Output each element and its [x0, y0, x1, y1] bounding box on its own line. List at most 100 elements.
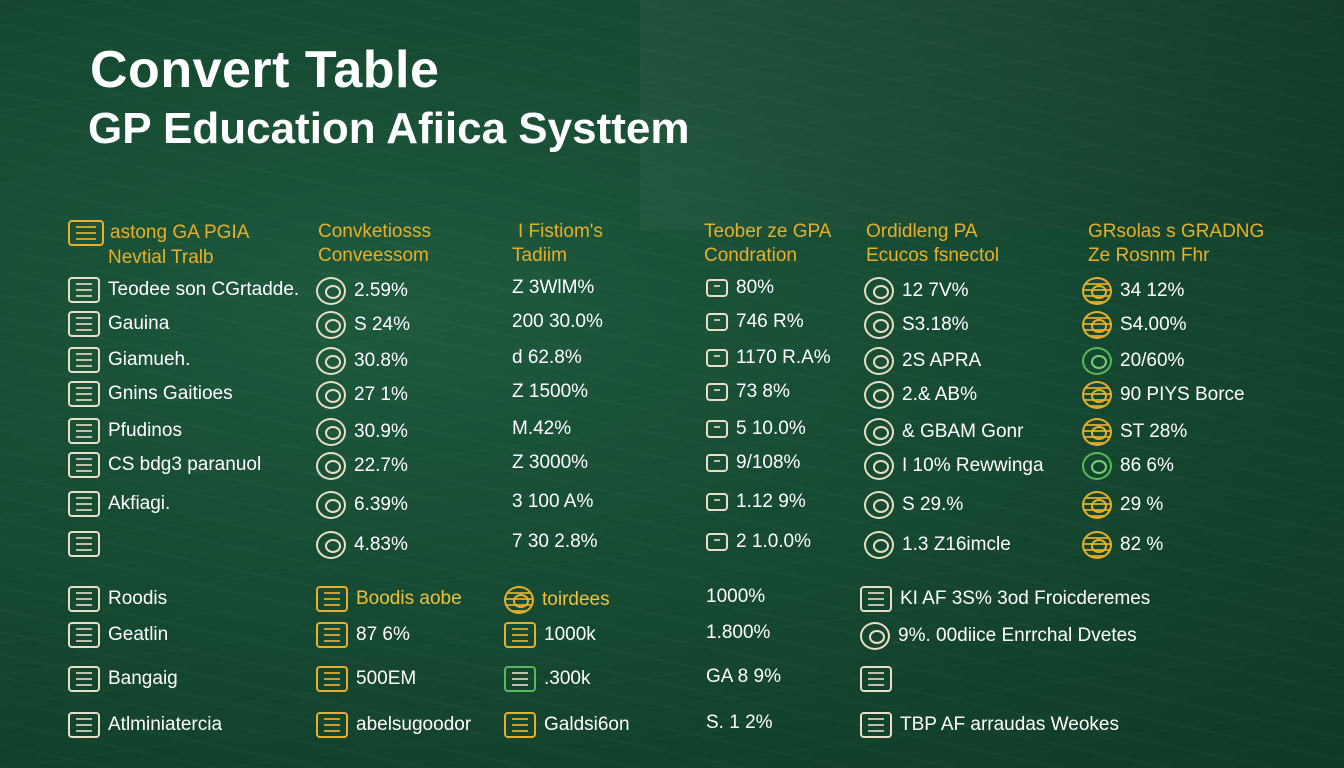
- table-cell: 9/108%: [706, 452, 800, 474]
- cell-text: 5 10.0%: [736, 418, 806, 439]
- table-cell: 30.8%: [316, 347, 408, 375]
- cell-text: 200 30.0%: [512, 311, 603, 332]
- cell-text: 1.12 9%: [736, 491, 806, 512]
- cell-icon: [864, 418, 894, 446]
- cell-icon: [68, 622, 100, 648]
- cell-text: S4.00%: [1120, 314, 1187, 335]
- column-header-3: I Fistiom's Tadiim: [512, 220, 603, 268]
- cell-text: Atlminiatercia: [108, 714, 223, 735]
- table-cell-lower: TBP AF arraudas Weokes: [860, 712, 1119, 738]
- cell-text: Galdsi6on: [544, 714, 630, 735]
- cell-text: 12 7V%: [902, 280, 969, 301]
- column-header-1: astong GA PGIA Nevtial Tralb: [68, 220, 249, 270]
- cell-text: Teodee son CGrtadde.: [108, 279, 300, 300]
- table-cell: 22.7%: [316, 452, 408, 480]
- cell-icon: [316, 531, 346, 559]
- cell-icon: [1082, 311, 1112, 339]
- cell-icon: [504, 712, 536, 738]
- cell-icon: [504, 586, 534, 614]
- cell-icon: [68, 347, 100, 373]
- column-header-6: GRsolas s GRADNG Ze Rosnm Fhr: [1088, 220, 1264, 268]
- cell-icon: [860, 622, 890, 650]
- cell-text: S. 1 2%: [706, 712, 773, 733]
- table-cell: 1.12 9%: [706, 491, 806, 513]
- cell-icon: [860, 666, 892, 692]
- cell-icon: [860, 586, 892, 612]
- cell-icon: [1082, 418, 1112, 446]
- cell-text: S 24%: [354, 314, 410, 335]
- cell-text: Z 1500%: [512, 381, 589, 402]
- table-cell: 30.9%: [316, 418, 408, 446]
- table-cell-lower: 1000k: [504, 622, 596, 648]
- table-cell: 73 8%: [706, 381, 790, 403]
- cell-icon: [68, 381, 100, 407]
- cell-text: Gnins Gaitioes: [108, 383, 233, 404]
- cell-text: Boodis aobe: [356, 588, 462, 609]
- table-cell: 2S APRA: [864, 347, 981, 375]
- header-3-line2: Tadiim: [512, 245, 567, 266]
- cell-icon: [864, 531, 894, 559]
- cell-text: 90 PIYS Borce: [1120, 384, 1245, 405]
- page-subtitle: GP Education Afiica Systtem: [88, 104, 690, 153]
- header-6-line2: Ze Rosnm Fhr: [1088, 245, 1210, 266]
- table-cell: 746 R%: [706, 311, 804, 333]
- table-cell: 200 30.0%: [512, 311, 603, 333]
- cell-text: 746 R%: [736, 311, 804, 332]
- table-cell: 82 %: [1082, 531, 1163, 559]
- table-cell: 2.59%: [316, 277, 408, 305]
- cell-icon: [316, 277, 346, 305]
- header-3-line1: I Fistiom's: [518, 221, 603, 242]
- header-1-line1: astong GA PGIA: [110, 222, 250, 243]
- table-cell: 5 10.0%: [706, 418, 806, 440]
- cell-icon: [316, 586, 348, 612]
- table-cell: Z 3000%: [512, 452, 588, 474]
- table-cell: S3.18%: [864, 311, 969, 339]
- table-cell-lower: [860, 666, 900, 692]
- cell-text: 1.800%: [706, 622, 771, 643]
- cell-icon: [1082, 347, 1112, 375]
- table-cell: Gauina: [68, 311, 169, 337]
- table-cell: Z 1500%: [512, 381, 588, 403]
- cell-icon: [316, 452, 346, 480]
- cell-text: 1170 R.A%: [736, 347, 831, 368]
- cell-icon: [1082, 381, 1112, 409]
- cell-text: 2.59%: [354, 280, 408, 301]
- table-cell: Pfudinos: [68, 418, 182, 444]
- table-cell: CS bdg3 paranuol: [68, 452, 261, 478]
- cell-text: & GBAM Gonr: [902, 421, 1024, 442]
- table-cell: 12 7V%: [864, 277, 969, 305]
- table-cell: 34 12%: [1082, 277, 1184, 305]
- cell-icon: [504, 622, 536, 648]
- table-cell: 1170 R.A%: [706, 347, 831, 369]
- table-cell-lower: abelsugoodor: [316, 712, 471, 738]
- table-cell: S 24%: [316, 311, 410, 339]
- cell-icon: [68, 666, 100, 692]
- header-4-line1: Teober ze GPA: [704, 221, 832, 242]
- cell-text: Z 3WlM%: [512, 277, 595, 298]
- cell-icon: [316, 311, 346, 339]
- table-cell: 4.83%: [316, 531, 408, 559]
- cell-text: KI AF 3S% 3od Froicderemes: [900, 588, 1151, 609]
- cell-text: 73 8%: [736, 381, 790, 402]
- column-header-2: Convketiosss Conveessom: [318, 220, 431, 268]
- cell-text: .300k: [544, 668, 591, 689]
- table-cell: S 29.%: [864, 491, 963, 519]
- table-cell-lower: 1.800%: [706, 622, 770, 644]
- table-cell-lower: toirdees: [504, 586, 610, 614]
- cell-text: Akfiagi.: [108, 493, 171, 514]
- cell-text: 2 1.0.0%: [736, 531, 811, 552]
- table-cell-lower: Galdsi6on: [504, 712, 630, 738]
- table-cell: 1.3 Z16imcle: [864, 531, 1011, 559]
- cell-icon: [68, 586, 100, 612]
- header-6-line1: GRsolas s GRADNG: [1088, 221, 1265, 242]
- cell-text: M.42%: [512, 418, 572, 439]
- cell-text: 9%. 00diice Enrrchal Dvetes: [898, 625, 1137, 646]
- header-2-line2: Conveessom: [318, 245, 429, 266]
- table-cell: 2 1.0.0%: [706, 531, 811, 553]
- cell-text: GA 8 9%: [706, 666, 781, 687]
- table-cell-lower: 87 6%: [316, 622, 410, 648]
- cell-text: 30.8%: [354, 350, 408, 371]
- cell-text: ST 28%: [1120, 421, 1188, 442]
- cell-icon: [706, 493, 728, 511]
- cell-text: Bangaig: [108, 668, 178, 689]
